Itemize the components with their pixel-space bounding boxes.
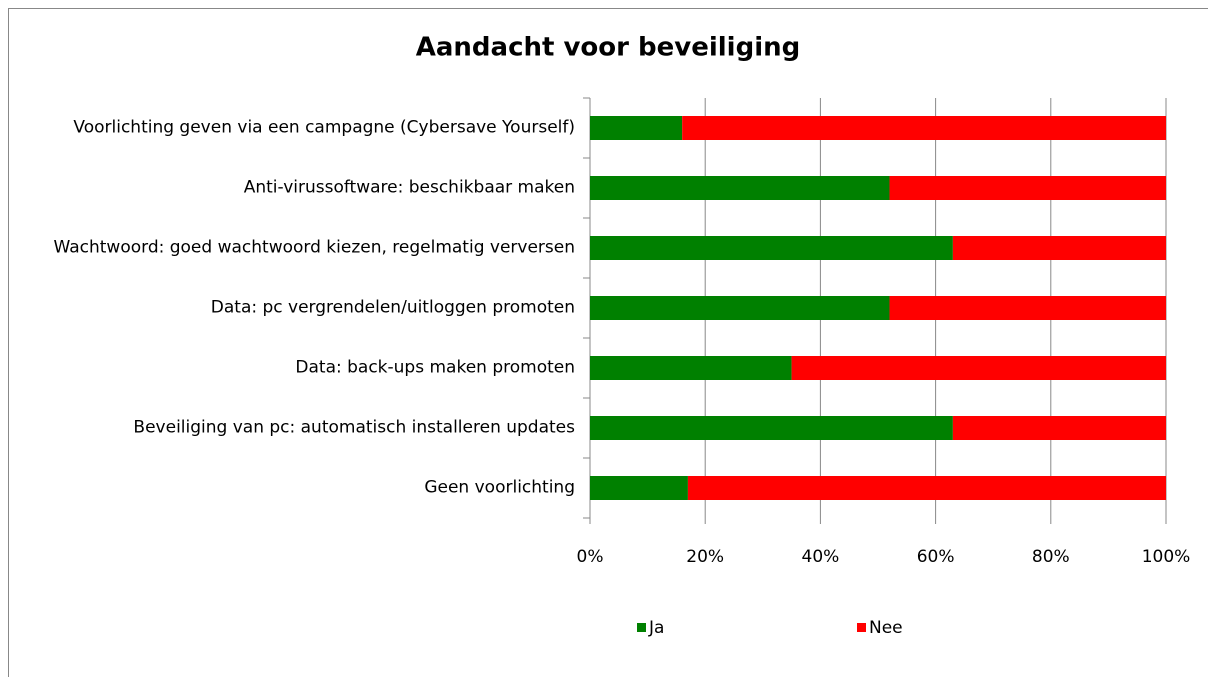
chart-title: Aandacht voor beveiliging [416, 33, 801, 63]
bar-segment [952, 236, 1166, 260]
legend-label: Nee [869, 618, 903, 638]
bar-segment [590, 116, 683, 140]
bar-segment [889, 176, 1166, 200]
y-tick-label: Voorlichting geven via een campagne (Cyb… [73, 117, 575, 138]
bar-segment [590, 356, 792, 380]
bar-segment [590, 296, 890, 320]
y-tick-label: Beveiliging van pc: automatisch installe… [133, 417, 575, 438]
legend-label: Ja [648, 618, 664, 638]
y-tick-label: Data: back-ups maken promoten [295, 357, 575, 378]
y-tick-label: Data: pc vergrendelen/uitloggen promoten [210, 297, 575, 318]
bar-segment [952, 416, 1166, 440]
legend-swatch [857, 623, 866, 632]
bar-segment [590, 476, 688, 500]
y-tick-label: Geen voorlichting [424, 477, 575, 498]
legend-swatch [637, 623, 646, 632]
x-tick-label: 100% [1142, 547, 1191, 567]
bar-segment [791, 356, 1166, 380]
bar-segment [889, 296, 1166, 320]
x-tick-label: 80% [1032, 547, 1070, 567]
bar-segment [590, 416, 953, 440]
bar-segment [590, 176, 890, 200]
x-tick-label: 40% [802, 547, 840, 567]
y-tick-label: Wachtwoord: goed wachtwoord kiezen, rege… [53, 237, 576, 258]
chart-border [8, 8, 1208, 677]
x-tick-label: 0% [577, 547, 604, 567]
bar-segment [682, 116, 1166, 140]
x-tick-label: 60% [917, 547, 955, 567]
x-tick-label: 20% [686, 547, 724, 567]
bar-segment [687, 476, 1166, 500]
bar-segment [590, 236, 953, 260]
y-tick-label: Anti-virussoftware: beschikbaar maken [243, 177, 575, 198]
